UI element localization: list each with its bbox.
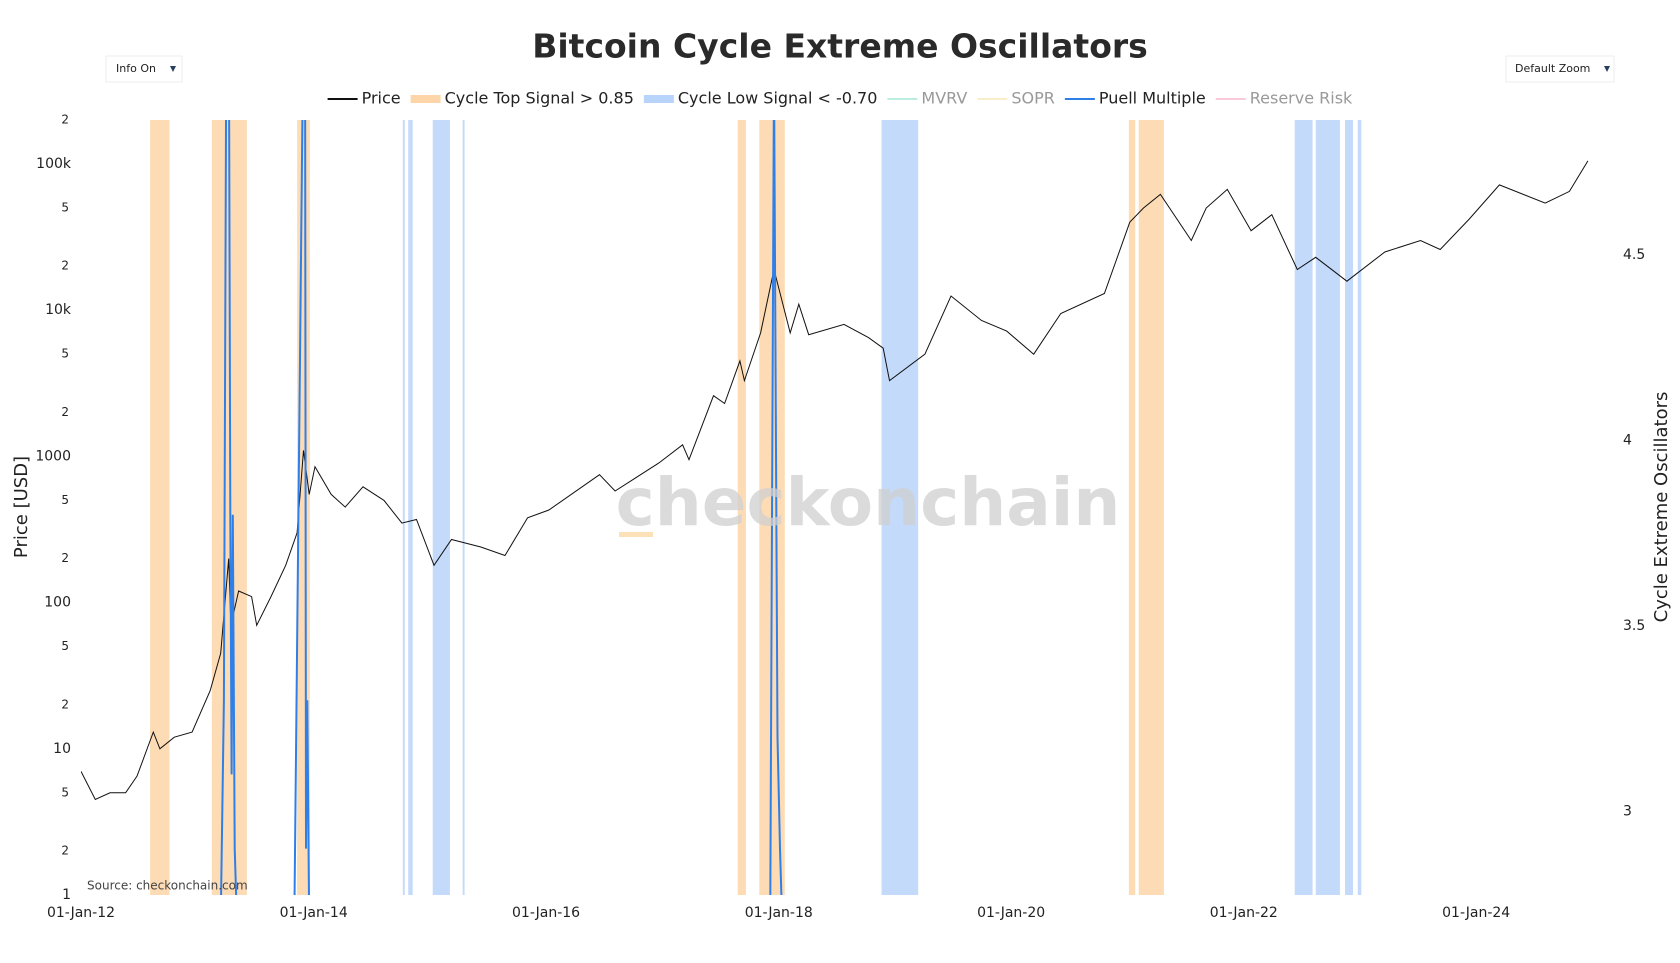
legend-item[interactable]: Price (327, 89, 401, 108)
legend: Price Cycle Top Signal > 0.85 Cycle Low Si… (327, 89, 1353, 108)
signal-band (1315, 120, 1340, 895)
signal-band (881, 120, 919, 895)
legend-label[interactable]: SOPR (1011, 89, 1055, 108)
y2-tick-label: 3 (1623, 804, 1632, 820)
button-box[interactable] (1505, 55, 1615, 83)
y-tick-label: 2 (61, 405, 69, 419)
legend-label[interactable]: Puell Multiple (1099, 89, 1206, 108)
signal-band (402, 120, 405, 895)
y-tick-label: 5 (61, 201, 69, 215)
y-tick-label: 2 (61, 259, 69, 273)
watermark-logo (619, 532, 653, 537)
y2-tick-label: 4 (1623, 433, 1632, 449)
y-tick-label: 2 (61, 113, 69, 127)
y2-axis-title: Cycle Extreme Oscillators (1651, 392, 1672, 623)
dropdown-arrow[interactable] (1604, 66, 1610, 72)
y2-tick-label: 4.5 (1623, 247, 1645, 263)
watermark: checkonchain (616, 464, 1121, 541)
signal-band (1138, 120, 1164, 895)
y-tick-label: 10k (45, 302, 72, 318)
y-tick-label: 100 (44, 595, 71, 611)
chart-title: Bitcoin Cycle Extreme Oscillators (532, 27, 1148, 66)
y-axis-title: Price [USD] (11, 456, 32, 558)
legend-item[interactable]: SOPR (977, 89, 1055, 108)
legend-item[interactable]: MVRV (887, 89, 967, 108)
y2-tick-label: 3.5 (1623, 618, 1645, 634)
x-tick-label: 01-Jan-12 (47, 905, 115, 921)
y-tick-label: 5 (61, 785, 69, 799)
legend-label[interactable]: Cycle Top Signal > 0.85 (445, 89, 634, 108)
y-tick-label: 100k (36, 156, 72, 172)
legend-item[interactable]: Reserve Risk (1215, 89, 1353, 108)
y-tick-label: 2 (61, 697, 69, 711)
y-tick-label: 5 (61, 347, 69, 361)
info-button[interactable]: Info On (105, 55, 183, 83)
signal-band (150, 120, 170, 895)
signal-band (432, 120, 450, 895)
source-note: Source: checkonchain.com (87, 879, 248, 893)
button-label[interactable]: Default Zoom (1515, 62, 1590, 75)
y-tick-label: 10 (53, 741, 71, 757)
y-tick-label: 5 (61, 493, 69, 507)
y-tick-label: 1000 (35, 448, 71, 464)
legend-label[interactable]: MVRV (921, 89, 967, 108)
plot-area (81, 120, 1589, 895)
legend-item[interactable]: Cycle Low Signal < -0.70 (643, 89, 878, 108)
series-line (81, 160, 1589, 801)
signal-band (462, 120, 465, 895)
legend-swatch[interactable] (410, 95, 441, 103)
button-label[interactable]: Info On (116, 62, 156, 75)
x-tick-label: 01-Jan-18 (745, 905, 813, 921)
legend-swatch[interactable] (643, 95, 674, 103)
signal-band (1294, 120, 1313, 895)
signal-band (1357, 120, 1362, 895)
signal-band (1128, 120, 1136, 895)
zoom-button[interactable]: Default Zoom (1505, 55, 1615, 83)
signal-band (1345, 120, 1353, 895)
dropdown-arrow[interactable] (170, 66, 176, 72)
x-tick-label: 01-Jan-16 (512, 905, 580, 921)
legend-item[interactable]: Puell Multiple (1064, 89, 1206, 108)
x-tick-label: 01-Jan-24 (1442, 905, 1510, 921)
signal-band (408, 120, 413, 895)
button-box[interactable] (105, 55, 183, 83)
signal-band (737, 120, 746, 895)
legend-label[interactable]: Price (362, 89, 401, 108)
x-tick-label: 01-Jan-14 (280, 905, 348, 921)
x-tick-label: 01-Jan-20 (977, 905, 1045, 921)
series-line (220, 120, 783, 895)
legend-label[interactable]: Reserve Risk (1250, 89, 1353, 108)
y-tick-label: 5 (61, 639, 69, 653)
legend-label[interactable]: Cycle Low Signal < -0.70 (678, 89, 878, 108)
y-tick-label: 1 (62, 887, 71, 903)
y-tick-label: 2 (61, 551, 69, 565)
x-tick-label: 01-Jan-22 (1210, 905, 1278, 921)
legend-item[interactable]: Cycle Top Signal > 0.85 (410, 89, 634, 108)
y-tick-label: 2 (61, 843, 69, 857)
